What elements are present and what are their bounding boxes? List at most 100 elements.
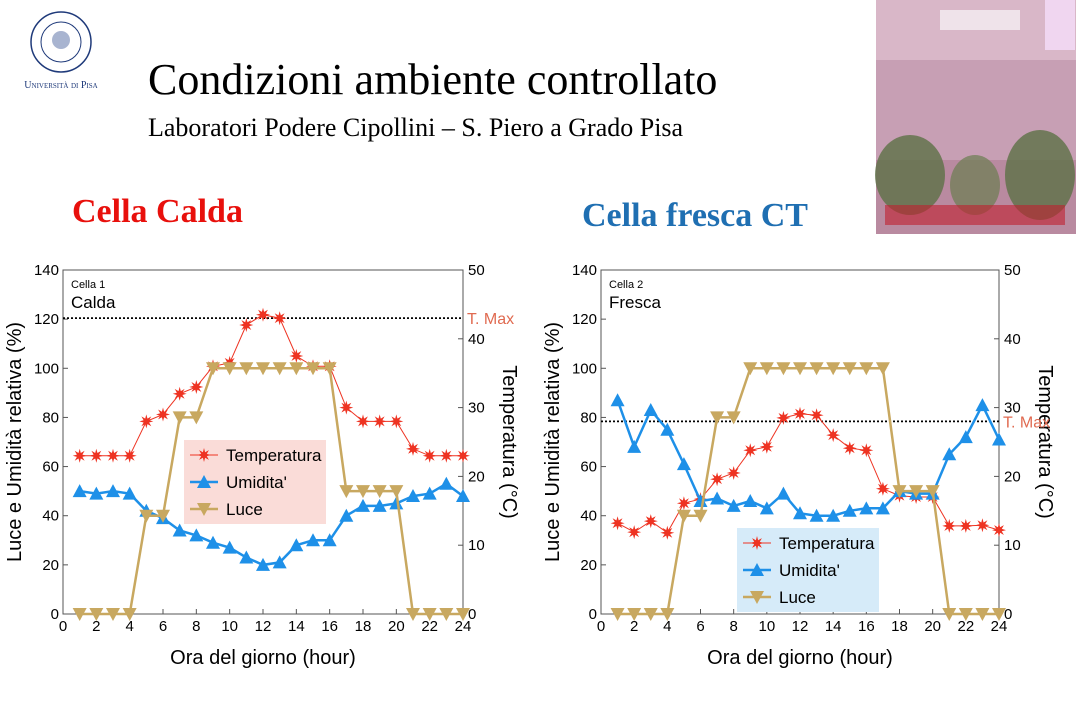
- marker-triangle-up: [406, 489, 420, 503]
- marker-star: [610, 516, 625, 531]
- marker-triangle-down: [356, 485, 370, 499]
- photo: [875, 0, 1076, 234]
- marker-star: [89, 448, 104, 463]
- marker-triangle-up: [942, 447, 957, 461]
- y2-tick-label: 20: [468, 468, 485, 485]
- y-tick-label: 20: [580, 557, 597, 574]
- marker-star: [743, 443, 758, 458]
- marker-star: [750, 536, 764, 550]
- marker-triangle-down: [106, 608, 120, 621]
- x-tick-label: 22: [957, 618, 974, 635]
- marker-star: [189, 380, 204, 394]
- marker-triangle-down: [422, 608, 437, 621]
- marker-star: [256, 307, 270, 322]
- x-tick-label: 0: [59, 618, 67, 635]
- marker-triangle-up: [456, 489, 470, 503]
- x-tick-label: 6: [159, 618, 167, 635]
- y-tick-label: 60: [42, 459, 59, 476]
- y2-axis-title: Temperatura (°C): [498, 365, 520, 519]
- marker-star: [356, 414, 370, 429]
- x-tick-label: 20: [924, 618, 941, 635]
- y-axis-title: Luce e Umidità relativa (%): [4, 322, 26, 562]
- marker-triangle-down: [793, 362, 807, 376]
- marker-triangle-up: [439, 476, 454, 490]
- y2-tick-label: 0: [468, 606, 476, 623]
- marker-triangle-up: [256, 557, 270, 571]
- y2-tick-label: 50: [468, 262, 485, 279]
- marker-triangle-up: [842, 503, 857, 517]
- section-title: Cella fresca CT: [582, 197, 808, 234]
- x-tick-label: 0: [597, 618, 605, 635]
- marker-star: [842, 441, 857, 456]
- legend-label: Temperatura: [226, 446, 322, 465]
- y2-tick-label: 30: [468, 400, 485, 417]
- y2-tick-label: 20: [1004, 468, 1021, 485]
- marker-star: [272, 311, 287, 326]
- cell-label: Cella 1: [71, 279, 105, 291]
- marker-triangle-down: [776, 362, 791, 376]
- marker-triangle-up: [106, 484, 120, 498]
- marker-triangle-down: [156, 509, 170, 523]
- marker-star: [942, 518, 957, 533]
- marker-triangle-down: [406, 608, 420, 621]
- marker-star: [172, 386, 187, 401]
- cell-label: Cella 2: [609, 279, 643, 291]
- y-tick-label: 100: [572, 360, 597, 377]
- x-tick-label: 18: [355, 618, 372, 635]
- x-tick-label: 20: [388, 618, 405, 635]
- marker-triangle-down: [456, 608, 470, 621]
- marker-triangle-up: [289, 538, 304, 552]
- marker-star: [660, 525, 675, 540]
- x-tick-label: 16: [321, 618, 338, 635]
- marker-triangle-down: [875, 362, 890, 376]
- x-tick-label: 24: [991, 618, 1008, 635]
- marker-triangle-down: [306, 362, 320, 376]
- marker-star: [197, 448, 211, 462]
- series-line: [616, 399, 1001, 517]
- marker-triangle-down: [826, 362, 841, 376]
- marker-triangle-up: [660, 422, 675, 436]
- marker-triangle-up: [197, 475, 211, 488]
- marker-star: [776, 410, 791, 425]
- marker-triangle-up: [676, 457, 691, 471]
- marker-triangle-up: [776, 486, 791, 500]
- marker-triangle-up: [172, 523, 187, 537]
- marker-triangle-down: [842, 362, 857, 376]
- marker-star: [406, 441, 420, 456]
- marker-triangle-down: [389, 485, 404, 499]
- legend-label: Temperatura: [779, 534, 875, 553]
- marker-triangle-up: [610, 393, 625, 407]
- marker-triangle-down: [189, 411, 204, 425]
- marker-star: [992, 523, 1006, 538]
- marker-triangle-up: [726, 498, 741, 512]
- logo: [30, 11, 92, 73]
- marker-triangle-down: [72, 608, 87, 621]
- marker-triangle-up: [272, 555, 287, 569]
- marker-triangle-down: [272, 362, 287, 376]
- x-tick-label: 6: [696, 618, 704, 635]
- marker-triangle-down: [925, 485, 940, 499]
- marker-triangle-up: [975, 398, 990, 412]
- marker-star: [809, 408, 824, 423]
- series-line: [79, 367, 463, 616]
- marker-triangle-down: [322, 362, 337, 376]
- y-tick-label: 20: [42, 557, 59, 574]
- marker-star: [676, 496, 691, 511]
- marker-star: [372, 414, 387, 429]
- marker-star: [122, 448, 137, 463]
- marker-star: [106, 448, 120, 463]
- marker-triangle-down: [743, 362, 758, 376]
- marker-triangle-up: [322, 533, 337, 547]
- marker-triangle-up: [958, 430, 973, 444]
- marker-star: [958, 518, 973, 533]
- marker-triangle-down: [239, 362, 254, 376]
- marker-triangle-down: [958, 608, 973, 621]
- marker-star: [793, 406, 807, 421]
- marker-triangle-down: [172, 411, 187, 425]
- cell-annotation: Fresca: [609, 293, 662, 312]
- legend-label: Luce: [226, 500, 263, 519]
- y-tick-label: 140: [34, 262, 59, 279]
- marker-star: [156, 407, 170, 422]
- y-tick-label: 80: [580, 409, 597, 426]
